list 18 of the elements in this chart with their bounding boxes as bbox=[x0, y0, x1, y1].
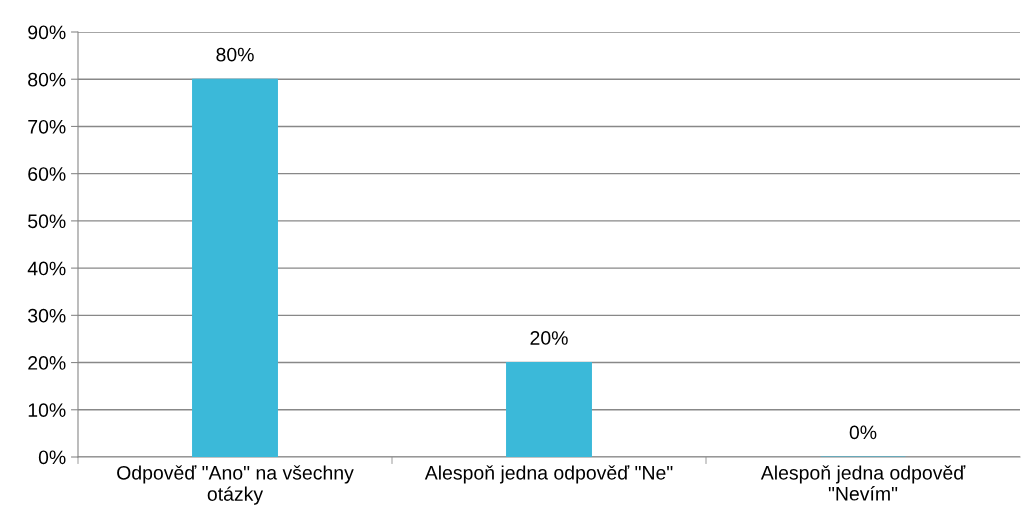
x-tick-label: Alespoň jedna odpověď "Ne" bbox=[424, 465, 673, 484]
y-tick-label: 20% bbox=[28, 356, 66, 370]
x-tick-label: Alespoň jedna odpověď "Nevím" bbox=[760, 465, 966, 501]
y-tick-label: 0% bbox=[38, 450, 66, 465]
y-tick-label: 60% bbox=[28, 167, 66, 181]
y-tick-label: 50% bbox=[28, 214, 66, 229]
y-tick-label: 70% bbox=[28, 119, 66, 134]
x-tick-label: Odpověď "Ano" na všechny otázky bbox=[117, 465, 354, 505]
data-label: 0% bbox=[849, 425, 877, 440]
data-label: 20% bbox=[530, 331, 568, 345]
y-tick-label: 30% bbox=[28, 308, 66, 323]
y-tick-label: 80% bbox=[28, 72, 66, 87]
bar bbox=[506, 362, 592, 457]
y-tick-label: 40% bbox=[27, 261, 66, 276]
y-tick-label: 90% bbox=[28, 25, 66, 40]
bar bbox=[192, 78, 278, 457]
y-tick-label: 10% bbox=[28, 403, 66, 418]
data-label: 80% bbox=[216, 47, 254, 62]
